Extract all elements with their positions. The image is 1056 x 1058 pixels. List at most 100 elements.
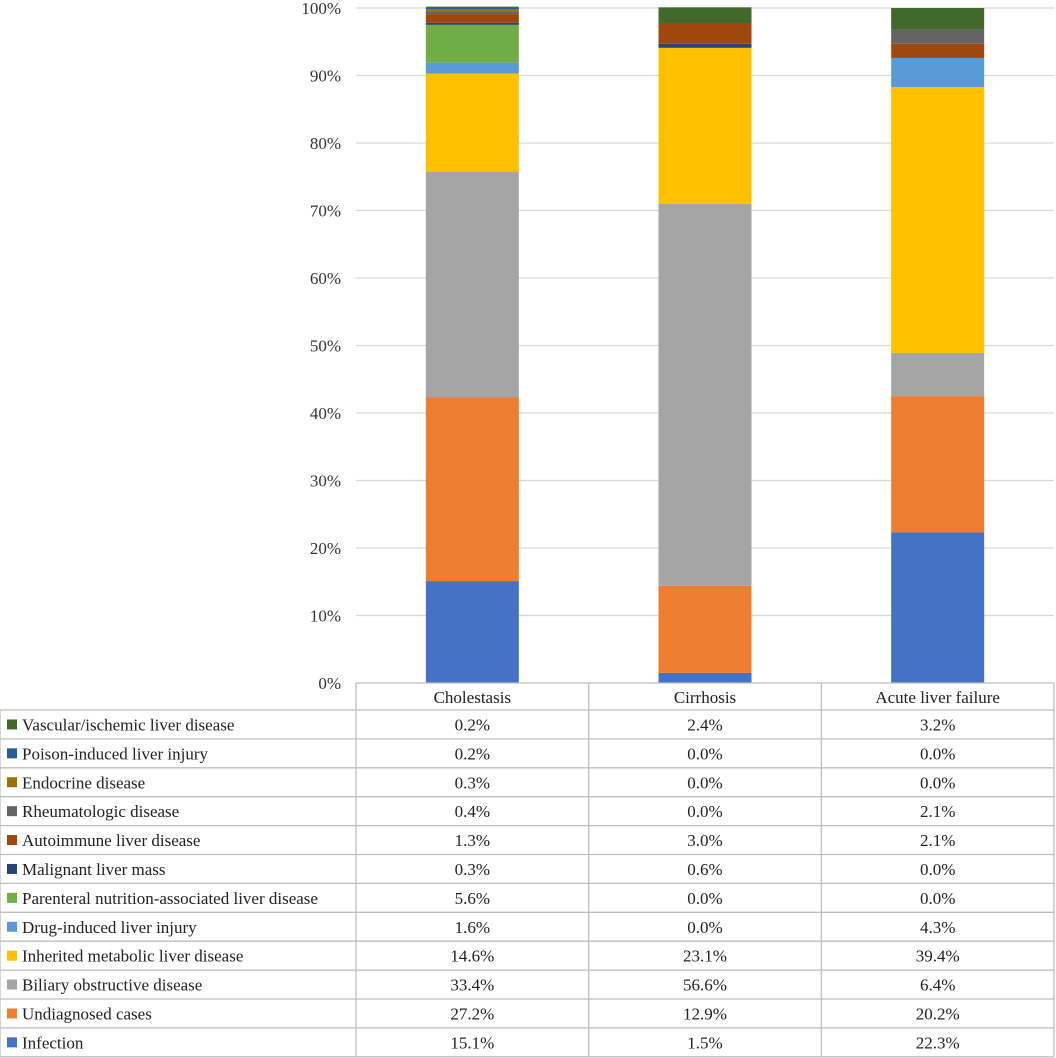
bar-segment [425, 581, 519, 683]
y-tick-label: 90% [310, 67, 341, 86]
category-label: Cholestasis [434, 688, 511, 707]
category-label: Cirrhosis [674, 688, 736, 707]
data-label: 0.0% [687, 773, 722, 792]
data-label: 2.1% [920, 831, 955, 850]
bar-segment [425, 172, 519, 398]
y-tick-label: 100% [301, 0, 341, 18]
y-tick-label: 80% [310, 134, 341, 153]
legend-swatch [7, 777, 17, 788]
data-label: 0.6% [687, 860, 722, 879]
y-tick-label: 70% [310, 202, 341, 221]
legend-swatch [7, 748, 17, 759]
y-axis-tick-labels: 0% 10% 20% 30% 40% 50% 60% 70% 80% 90% 100% [301, 0, 341, 693]
legend-label: Inherited metabolic liver disease [22, 947, 243, 966]
bar-segment [658, 672, 752, 683]
bar-segment [658, 203, 752, 586]
bar-segment [891, 352, 985, 397]
bar-segment [425, 11, 519, 15]
legend-swatch [7, 1037, 17, 1048]
legend-swatch [7, 835, 17, 846]
legend-swatch [7, 950, 17, 961]
data-label: 0.0% [687, 802, 722, 821]
bar-segment [658, 23, 752, 44]
y-tick-label: 50% [310, 337, 341, 356]
data-label: 6.4% [920, 976, 955, 995]
data-label: 0.0% [687, 889, 722, 908]
data-label: 1.6% [455, 918, 490, 937]
data-label: 0.0% [920, 744, 955, 763]
data-label: 0.3% [455, 860, 490, 879]
legend-label: Biliary obstructive disease [22, 976, 202, 995]
bar-segment [425, 73, 519, 173]
bar-segment [425, 6, 519, 8]
data-label: 5.6% [455, 889, 490, 908]
bar-segment [658, 43, 752, 48]
data-label: 22.3% [916, 1033, 960, 1052]
legend-label: Infection [22, 1033, 84, 1052]
data-label: 0.0% [687, 744, 722, 763]
data-label: 39.4% [916, 947, 960, 966]
data-label: 0.0% [687, 918, 722, 937]
legend-swatch [7, 979, 17, 990]
bar-segment [425, 22, 519, 25]
bar-segment [891, 86, 985, 353]
bars [425, 6, 985, 683]
data-label: 0.3% [455, 773, 490, 792]
data-label: 0.4% [455, 802, 490, 821]
data-label: 23.1% [683, 947, 727, 966]
y-tick-label: 0% [318, 674, 341, 693]
legend-swatch [7, 921, 17, 932]
bar-segment [891, 396, 985, 533]
legend-label: Poison-induced liver injury [22, 744, 209, 763]
bar-segment [891, 57, 985, 87]
bar-segment [658, 585, 752, 673]
legend-swatch [7, 892, 17, 903]
data-label: 14.6% [450, 947, 494, 966]
data-label: 0.0% [920, 889, 955, 908]
bar-segment [891, 29, 985, 44]
bar-segment [891, 532, 985, 683]
y-tick-label: 30% [310, 472, 341, 491]
data-label: 1.5% [687, 1033, 722, 1052]
data-label: 56.6% [683, 976, 727, 995]
y-tick-label: 10% [310, 607, 341, 626]
bar-segment [425, 24, 519, 63]
legend-label: Endocrine disease [22, 773, 145, 792]
bar-segment [425, 8, 519, 10]
bar-segment [658, 47, 752, 204]
data-label: 0.2% [455, 715, 490, 734]
bar-segment [425, 62, 519, 74]
data-label: 0.2% [455, 744, 490, 763]
bar-segment [425, 397, 519, 582]
data-label: 0.0% [920, 773, 955, 792]
legend-label: Malignant liver mass [22, 860, 166, 879]
bar-segment [658, 7, 752, 24]
legend-swatch [7, 719, 17, 730]
legend-label: Parenteral nutrition-associated liver di… [22, 889, 318, 908]
data-label: 4.3% [920, 918, 955, 937]
bar-segment [425, 9, 519, 12]
data-label: 3.0% [687, 831, 722, 850]
data-label: 2.4% [687, 715, 722, 734]
data-label: 1.3% [455, 831, 490, 850]
legend-label: Rheumatologic disease [22, 802, 179, 821]
data-label: 15.1% [450, 1033, 494, 1052]
data-label: 3.2% [920, 715, 955, 734]
bar-segment [425, 14, 519, 23]
legend-label: Undiagnosed cases [22, 1004, 152, 1023]
y-tick-label: 40% [310, 404, 341, 423]
data-label: 12.9% [683, 1004, 727, 1023]
legend-label: Vascular/ischemic liver disease [22, 715, 234, 734]
legend-label: Autoimmune liver disease [22, 831, 200, 850]
bar-segment [891, 8, 985, 30]
y-tick-label: 60% [310, 269, 341, 288]
bar-segment [891, 43, 985, 58]
legend-swatch [7, 863, 17, 874]
data-table: Cholestasis Cirrhosis Acute liver failure V… [0, 682, 1055, 1058]
data-label: 33.4% [450, 976, 494, 995]
legend-swatch [7, 806, 17, 817]
data-label: 0.0% [920, 860, 955, 879]
data-label: 2.1% [920, 802, 955, 821]
category-label: Acute liver failure [875, 688, 1000, 707]
